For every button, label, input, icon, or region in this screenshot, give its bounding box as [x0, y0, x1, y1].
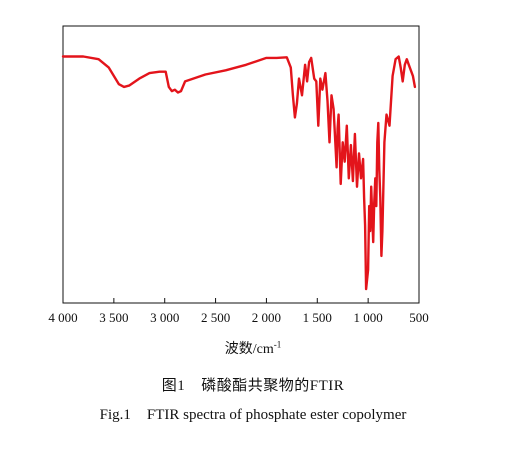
x-tick-label: 500 — [409, 310, 429, 325]
x-axis-title: 波数/cm-1 — [224, 339, 282, 357]
x-tick-label: 1 000 — [354, 310, 383, 325]
spectrum-line — [61, 55, 417, 291]
x-tick-label: 2 500 — [201, 310, 230, 325]
caption-cn-text: 磷酸酯共聚物的FTIR — [201, 378, 345, 394]
figure-caption-en: Fig.1 FTIR spectra of phosphate ester cop… — [0, 407, 506, 424]
figure-caption-cn: 图1 磷酸酯共聚物的FTIR — [0, 374, 506, 395]
x-tick-label: 3 500 — [99, 310, 128, 325]
plot-frame — [62, 25, 420, 304]
x-tick-label: 2 000 — [252, 310, 281, 325]
caption-en-text: FTIR spectra of phosphate ester copolyme… — [146, 407, 407, 423]
x-tick-label: 4 000 — [48, 310, 77, 325]
x-axis-ticks: 4 000 3 500 3 000 2 500 2 000 1 500 1 000 500 — [48, 298, 429, 325]
x-tick-label: 1 500 — [303, 310, 332, 325]
caption-cn-number: 图1 — [161, 378, 186, 394]
caption-en-number: Fig.1 — [99, 407, 131, 423]
x-tick-label: 3 000 — [150, 310, 179, 325]
ftir-chart: 4 000 3 500 3 000 2 500 2 000 1 500 1 000 500 — [48, 25, 429, 325]
